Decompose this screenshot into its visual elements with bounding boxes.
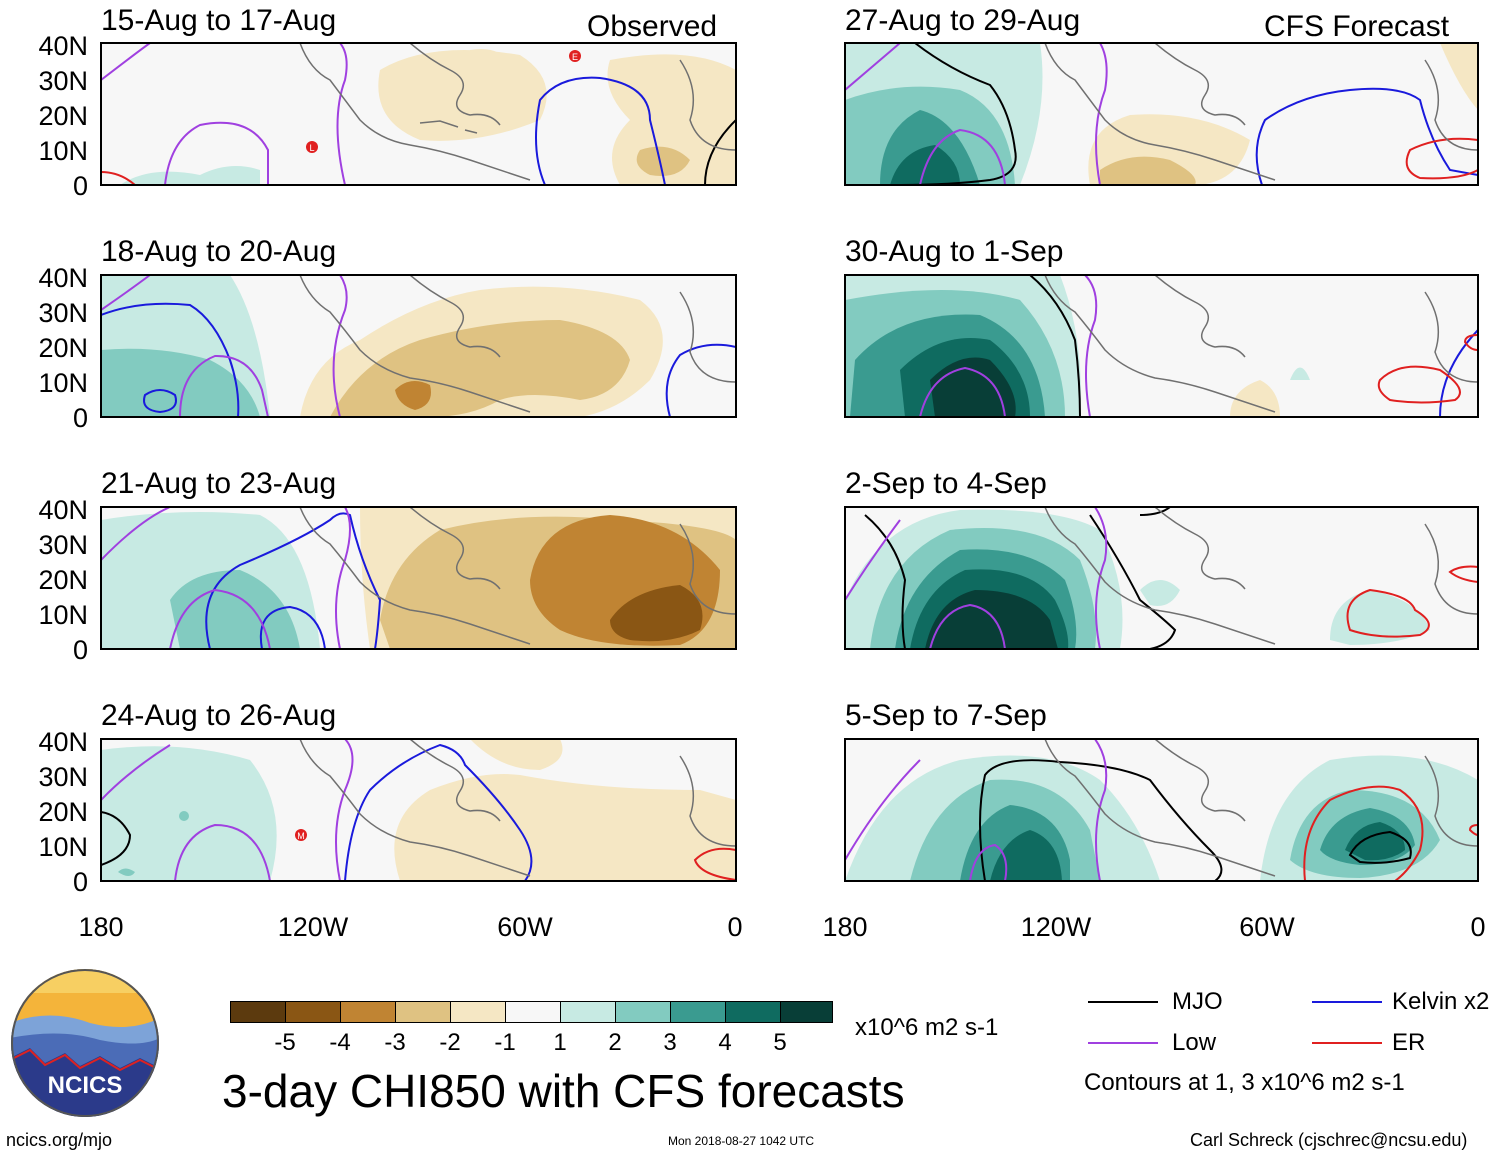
colorbar-tick: 5 (773, 1029, 787, 1056)
svg-text:L: L (309, 143, 314, 153)
colorbar-tick: 3 (663, 1029, 677, 1056)
legend-label-kelvin: Kelvin x2 (1392, 988, 1490, 1015)
lat-label-40n: 40N (38, 495, 88, 525)
field-panel-l4 (101, 739, 736, 881)
ncics-logo: NCICS (11, 969, 159, 1117)
lat-label-0: 0 (72, 171, 88, 201)
lat-label-20n: 20N (38, 797, 88, 827)
panel-tag-forecast: CFS Forecast (1264, 10, 1450, 43)
lon-label-180: 180 (822, 912, 868, 942)
storm-marker: L (306, 141, 318, 153)
legend-label-er: ER (1392, 1029, 1426, 1056)
legend-label-low: Low (1172, 1029, 1217, 1056)
lat-label-10n: 10N (38, 600, 88, 630)
lat-label-30n: 30N (38, 530, 88, 560)
lat-label-10n: 10N (38, 368, 88, 398)
colorbar-swatch (725, 1001, 781, 1023)
colorbar-tick: 2 (608, 1029, 622, 1056)
field-panel-r2 (845, 275, 1478, 417)
panel-title: 30-Aug to 1-Sep (845, 235, 1064, 268)
colorbar-swatch (395, 1001, 451, 1023)
lat-label-30n: 30N (38, 298, 88, 328)
lon-label-120w: 120W (277, 912, 349, 942)
colorbar-swatch (450, 1001, 506, 1023)
lat-label-0: 0 (72, 635, 88, 665)
lon-label-180: 180 (78, 912, 124, 942)
panel-tag-observed: Observed (587, 10, 718, 43)
logo-text: NCICS (48, 1072, 123, 1099)
footer-url: ncics.org/mjo (6, 1130, 113, 1150)
colorbar-swatch (230, 1001, 286, 1023)
field-panel-l1 (101, 43, 736, 185)
lon-label-60w: 60W (497, 912, 553, 942)
legend-line-kelvin (1312, 1001, 1382, 1003)
footer-timestamp: Mon 2018-08-27 1042 UTC (668, 1134, 815, 1148)
map-panels: E L (100, 42, 1479, 882)
svg-text:E: E (572, 52, 578, 62)
colorbar-tick: -5 (274, 1029, 296, 1056)
panel-title: 18-Aug to 20-Aug (101, 235, 337, 268)
lon-label-0: 0 (1470, 912, 1486, 942)
legend-label-mjo: MJO (1172, 988, 1223, 1015)
colorbar-tick: -2 (439, 1029, 461, 1056)
colorbar-tick: -3 (384, 1029, 406, 1056)
lat-label-20n: 20N (38, 101, 88, 131)
panel-title: 5-Sep to 7-Sep (845, 699, 1047, 732)
lat-label-0: 0 (72, 403, 88, 433)
lat-label-10n: 10N (38, 136, 88, 166)
lat-label-0: 0 (72, 867, 88, 897)
colorbar-swatch (285, 1001, 341, 1023)
svg-text:M: M (297, 831, 305, 841)
legend-line-er (1312, 1042, 1382, 1044)
lon-label-120w: 120W (1020, 912, 1092, 942)
lat-label-30n: 30N (38, 762, 88, 792)
lat-label-40n: 40N (38, 727, 88, 757)
colorbar-swatch (505, 1001, 561, 1023)
main-title: 3-day CHI850 with CFS forecasts (222, 1065, 905, 1117)
storm-marker: E (569, 50, 581, 62)
colorbar-swatch (615, 1001, 671, 1023)
colorbar-tick: 1 (553, 1029, 567, 1056)
legend-line-mjo (1088, 1001, 1158, 1003)
colorbar-tick: -1 (494, 1029, 516, 1056)
panel-title: 27-Aug to 29-Aug (845, 4, 1081, 37)
lat-label-10n: 10N (38, 832, 88, 862)
legend-contours-note: Contours at 1, 3 x10^6 m2 s-1 (1084, 1069, 1405, 1096)
lat-label-30n: 30N (38, 66, 88, 96)
colorbar-swatch (670, 1001, 726, 1023)
field-panel-r1 (845, 43, 1478, 185)
colorbar-tick: 4 (718, 1029, 732, 1056)
lon-label-60w: 60W (1239, 912, 1295, 942)
colorbar-swatch (340, 1001, 396, 1023)
panel-title: 24-Aug to 26-Aug (101, 699, 337, 732)
field-panel-l2 (101, 275, 736, 417)
field-panel-r3 (845, 507, 1478, 649)
lat-label-20n: 20N (38, 565, 88, 595)
colorbar-tick: -4 (329, 1029, 351, 1056)
panel-title: 21-Aug to 23-Aug (101, 467, 337, 500)
colorbar-units: x10^6 m2 s-1 (855, 1014, 999, 1041)
panel-title: 2-Sep to 4-Sep (845, 467, 1047, 500)
legend-line-low (1088, 1042, 1158, 1044)
lat-label-40n: 40N (38, 31, 88, 61)
footer-credit: Carl Schreck (cjschrec@ncsu.edu) (1190, 1130, 1468, 1150)
panel-title: 15-Aug to 17-Aug (101, 4, 337, 37)
colorbar-swatch (780, 1001, 833, 1023)
lat-label-20n: 20N (38, 333, 88, 363)
storm-marker: M (295, 829, 307, 841)
colorbar-swatch (560, 1001, 616, 1023)
lon-label-0: 0 (727, 912, 743, 942)
lat-label-40n: 40N (38, 263, 88, 293)
field-panel-r4 (845, 739, 1478, 881)
field-panel-l3 (101, 507, 736, 649)
